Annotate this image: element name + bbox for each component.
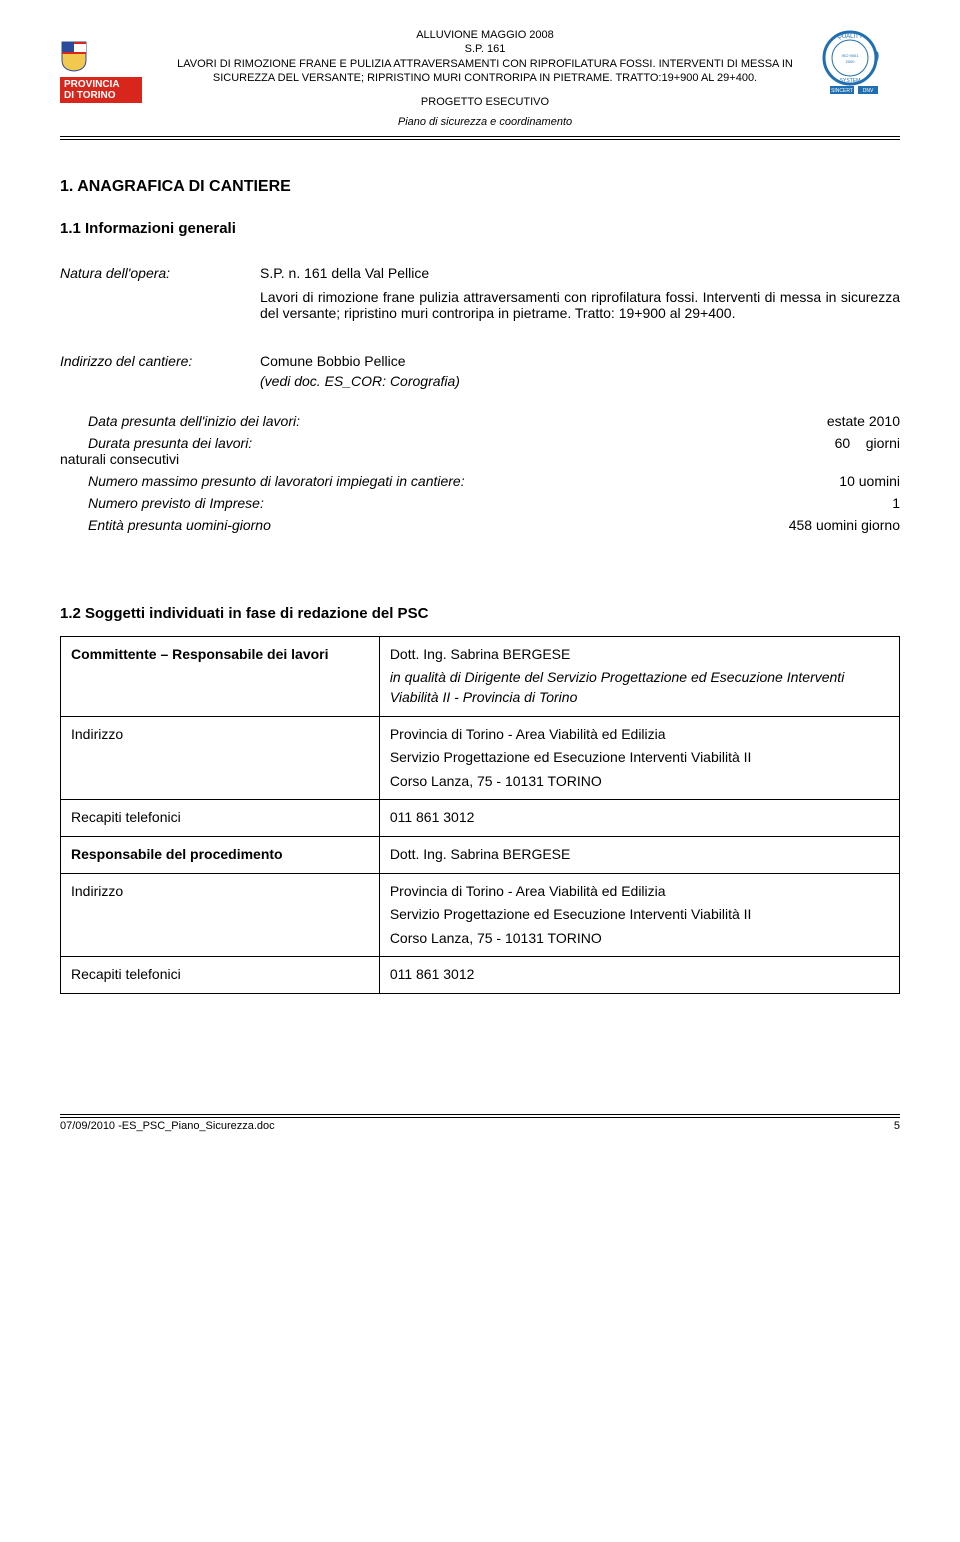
footer-rule-1 (60, 1114, 900, 1115)
r2-extra: naturali consecutivi (60, 451, 900, 467)
table-value: Dott. Ing. Sabrina BERGESE (379, 836, 899, 873)
header-piano: Piano di sicurezza e coordinamento (160, 115, 810, 129)
natura-line2: Lavori di rimozione frane pulizia attrav… (260, 289, 900, 321)
table-label: Responsabile del procedimento (61, 836, 380, 873)
r5-value: 458 uomini giorno (789, 517, 900, 533)
svg-text:QUALITY: QUALITY (837, 34, 863, 40)
header-center: ALLUVIONE MAGGIO 2008 S.P. 161 LAVORI DI… (160, 28, 810, 130)
svg-text:2000: 2000 (846, 59, 856, 64)
r3-value: 10 uomini (839, 473, 900, 489)
natura-row: Natura dell'opera: S.P. n. 161 della Val… (60, 265, 900, 321)
svg-text:DNV: DNV (863, 88, 874, 94)
r1-label: Data presunta dell'inizio dei lavori: (60, 413, 827, 429)
table-label: Indirizzo (61, 873, 380, 957)
soggetti-table: Committente – Responsabile dei lavoriDot… (60, 636, 900, 994)
svg-text:ISO 9001: ISO 9001 (842, 53, 860, 58)
header-line1: ALLUVIONE MAGGIO 2008 (160, 28, 810, 42)
r4-label: Numero previsto di Imprese: (60, 495, 892, 511)
natura-line1: S.P. n. 161 della Val Pellice (260, 265, 900, 281)
header-line2: S.P. 161 (160, 42, 810, 56)
table-value: Dott. Ing. Sabrina BERGESEin qualità di … (379, 636, 899, 716)
r4-value: 1 (892, 495, 900, 511)
data-row-2: Durata presunta dei lavori: 60 giorni (60, 435, 900, 451)
natura-value: S.P. n. 161 della Val Pellice Lavori di … (260, 265, 900, 321)
svg-text:SYSTEM: SYSTEM (840, 78, 861, 84)
indirizzo-line1: Comune Bobbio Pellice (260, 353, 900, 369)
footer-left: 07/09/2010 -ES_PSC_Piano_Sicurezza.doc (60, 1120, 275, 1132)
r2-value: 60 giorni (835, 435, 900, 451)
quality-logo: QUALITY SYSTEM ISO 9001 2000 SINCERT DNV (820, 28, 900, 99)
quality-seal-icon: QUALITY SYSTEM ISO 9001 2000 SINCERT DNV (820, 28, 888, 96)
document-header: PROVINCIA DI TORINO ALLUVIONE MAGGIO 200… (60, 28, 900, 130)
table-value: 011 861 3012 (379, 800, 899, 837)
natura-label: Natura dell'opera: (60, 265, 260, 321)
header-rule-1 (60, 136, 900, 137)
table-value: Provincia di Torino - Area Viabilità ed … (379, 716, 899, 800)
data-row-5: Entità presunta uomini-giorno 458 uomini… (60, 517, 900, 533)
r3-label: Numero massimo presunto di lavoratori im… (60, 473, 839, 489)
indirizzo-value: Comune Bobbio Pellice (vedi doc. ES_COR:… (260, 353, 900, 389)
table-row: Recapiti telefonici011 861 3012 (61, 800, 900, 837)
logo-text-2: DI TORINO (64, 90, 115, 101)
table-row: Responsabile del procedimentoDott. Ing. … (61, 836, 900, 873)
section-1-title-text: 1. ANAGRAFICA DI CANTIERE (60, 178, 291, 195)
r2-label: Durata presunta dei lavori: (60, 435, 835, 451)
indirizzo-label: Indirizzo del cantiere: (60, 353, 260, 389)
data-block: Data presunta dell'inizio dei lavori: es… (60, 413, 900, 533)
footer-page-number: 5 (894, 1120, 900, 1132)
table-label: Recapiti telefonici (61, 800, 380, 837)
logo-band: PROVINCIA DI TORINO (60, 77, 142, 103)
header-project: PROGETTO ESECUTIVO (160, 95, 810, 109)
table-row: IndirizzoProvincia di Torino - Area Viab… (61, 873, 900, 957)
page-footer: 07/09/2010 -ES_PSC_Piano_Sicurezza.doc 5 (60, 1114, 900, 1132)
section-1-2-title: 1.2 Soggetti individuati in fase di reda… (60, 605, 900, 622)
shield-icon (60, 40, 88, 72)
table-row: IndirizzoProvincia di Torino - Area Viab… (61, 716, 900, 800)
table-label: Indirizzo (61, 716, 380, 800)
footer-rule-2 (60, 1117, 900, 1118)
header-line3: LAVORI DI RIMOZIONE FRANE E PULIZIA ATTR… (160, 57, 810, 86)
data-row-3: Numero massimo presunto di lavoratori im… (60, 473, 900, 489)
table-row: Recapiti telefonici011 861 3012 (61, 957, 900, 994)
data-row-4: Numero previsto di Imprese: 1 (60, 495, 900, 511)
logo-text-1: PROVINCIA (64, 79, 120, 90)
section-1-1-title: 1.1 Informazioni generali (60, 220, 900, 237)
indirizzo-row: Indirizzo del cantiere: Comune Bobbio Pe… (60, 353, 900, 389)
section-1-title: 1. ANAGRAFICA DI CANTIERE (60, 178, 900, 196)
data-row-1: Data presunta dell'inizio dei lavori: es… (60, 413, 900, 429)
r5-label: Entità presunta uomini-giorno (60, 517, 789, 533)
logo-provincia: PROVINCIA DI TORINO (60, 40, 150, 103)
table-label: Committente – Responsabile dei lavori (61, 636, 380, 716)
table-label: Recapiti telefonici (61, 957, 380, 994)
table-value: Provincia di Torino - Area Viabilità ed … (379, 873, 899, 957)
table-row: Committente – Responsabile dei lavoriDot… (61, 636, 900, 716)
header-rule-2 (60, 139, 900, 140)
r1-value: estate 2010 (827, 413, 900, 429)
table-value: 011 861 3012 (379, 957, 899, 994)
svg-text:SINCERT: SINCERT (831, 88, 853, 94)
indirizzo-line2: (vedi doc. ES_COR: Corografia) (260, 373, 900, 389)
